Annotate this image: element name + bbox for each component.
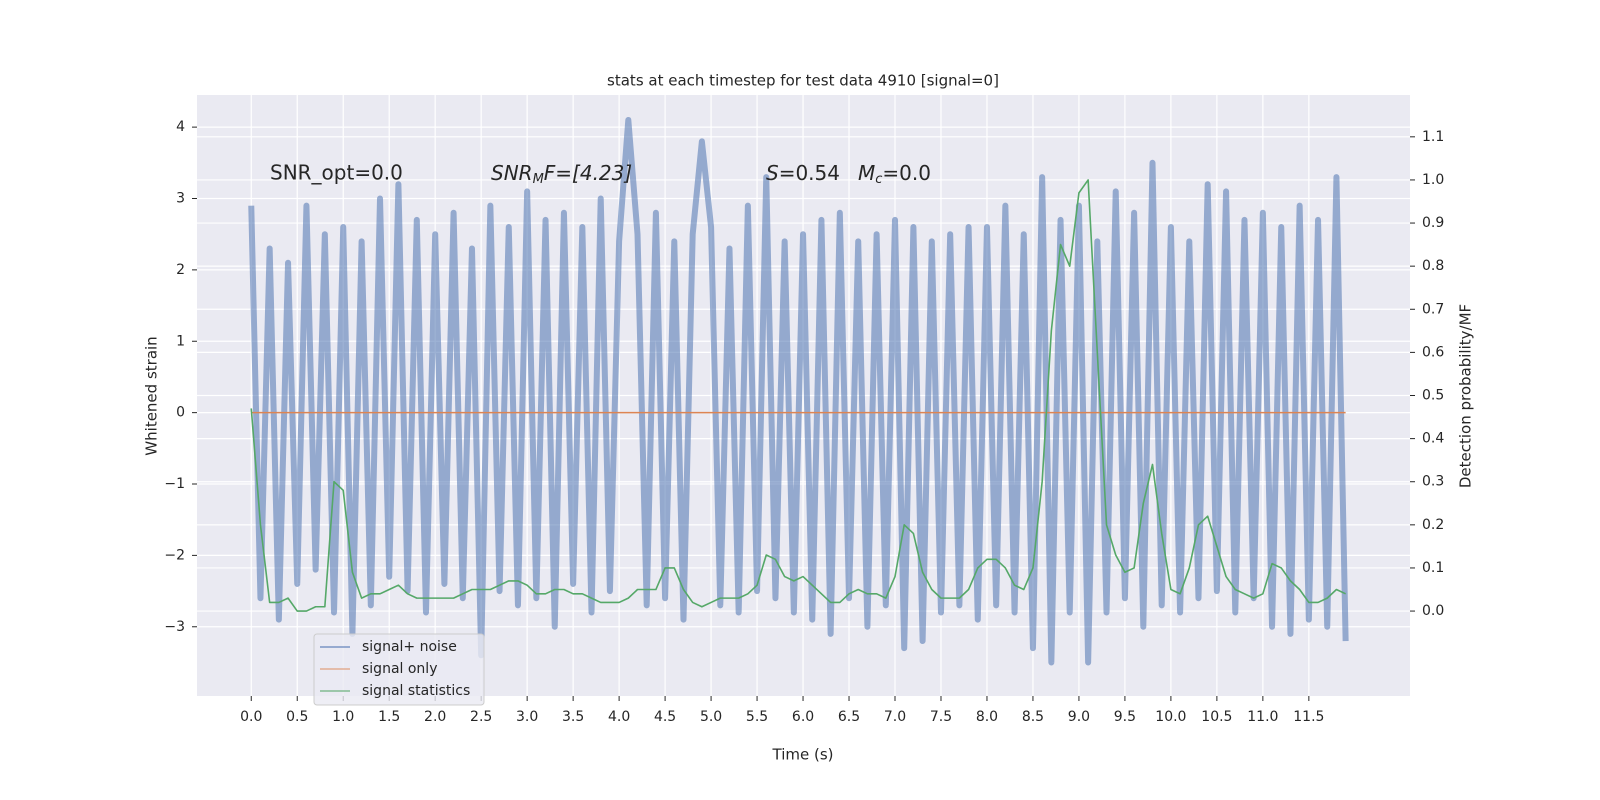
y2-tick-label: 1.1	[1422, 129, 1444, 145]
x-tick-label: 9.0	[1068, 709, 1090, 725]
y2-tick-label: 0.0	[1422, 603, 1444, 619]
x-tick-label: 4.0	[608, 709, 630, 725]
x-axis-label: Time (s)	[772, 746, 834, 764]
x-tick-label: 11.0	[1247, 709, 1278, 725]
x-tick-label: 6.5	[838, 709, 860, 725]
y-tick-label: 2	[176, 262, 185, 278]
legend-label: signal+ noise	[362, 639, 457, 655]
annotation-part: =0.0	[882, 161, 931, 185]
annotation: SNRMF=[4.23]	[491, 161, 632, 187]
y2-tick-label: 0.8	[1422, 258, 1444, 274]
y-tick-label: 3	[176, 190, 185, 206]
y-tick-label: 1	[176, 333, 185, 349]
y2-tick-label: 0.1	[1422, 560, 1444, 576]
annotation-part: SNR	[491, 161, 533, 185]
annotation: S=0.54 Mc=0.0	[766, 161, 931, 187]
annotation-part: S	[766, 161, 779, 185]
y-tick-label: −3	[164, 619, 185, 635]
series-line	[250, 179, 1346, 612]
x-tick-label: 10.0	[1155, 709, 1186, 725]
x-tick-label: 2.0	[424, 709, 446, 725]
y2-axis-label: Detection probability/MF	[1457, 304, 1475, 488]
y-tick-label: −1	[164, 476, 185, 492]
x-tick-label: 9.5	[1114, 709, 1136, 725]
y-axis-label: Whitened strain	[143, 336, 161, 455]
annotation-part: =0.54	[779, 161, 840, 185]
y2-tick-label: 0.3	[1422, 474, 1444, 490]
x-tick-label: 7.5	[930, 709, 952, 725]
y2-tick-label: 0.7	[1422, 301, 1444, 317]
x-tick-label: 1.0	[332, 709, 354, 725]
annotation: SNR_opt=0.0	[270, 161, 403, 185]
x-tick-label: 4.5	[654, 709, 676, 725]
y2-tick-label: 0.2	[1422, 517, 1444, 533]
y2-tick-label: 0.5	[1422, 388, 1444, 404]
y-tick-label: 4	[176, 119, 185, 135]
y2-tick-label: 0.6	[1422, 344, 1444, 360]
x-tick-label: 1.5	[378, 709, 400, 725]
x-tick-label: 6.0	[792, 709, 814, 725]
annotation-part: F=[4.23]	[544, 161, 632, 185]
x-tick-label: 3.0	[516, 709, 538, 725]
legend-box	[313, 633, 485, 706]
chart-title: stats at each timestep for test data 491…	[607, 72, 999, 90]
y2-tick-label: 0.9	[1422, 215, 1444, 231]
x-tick-label: 5.5	[746, 709, 768, 725]
y-tick-label: −2	[164, 547, 185, 563]
legend-label: signal statistics	[362, 683, 470, 699]
x-tick-label: 8.5	[1022, 709, 1044, 725]
x-tick-label: 11.5	[1293, 709, 1324, 725]
legend-label: signal only	[362, 661, 437, 677]
y2-tick-label: 1.0	[1422, 172, 1444, 188]
x-tick-label: 3.5	[562, 709, 584, 725]
annotation-part: M	[533, 172, 544, 187]
x-tick-label: 7.0	[884, 709, 906, 725]
x-tick-label: 5.0	[700, 709, 722, 725]
x-tick-label: 2.5	[470, 709, 492, 725]
x-tick-label: 8.0	[976, 709, 998, 725]
annotation-part: c	[875, 172, 882, 187]
x-tick-label: 10.5	[1201, 709, 1232, 725]
x-tick-label: 0.0	[240, 709, 262, 725]
x-tick-label: 0.5	[286, 709, 308, 725]
annotation-part: M	[858, 161, 875, 185]
y2-tick-label: 0.4	[1422, 431, 1444, 447]
y-tick-label: 0	[176, 405, 185, 421]
